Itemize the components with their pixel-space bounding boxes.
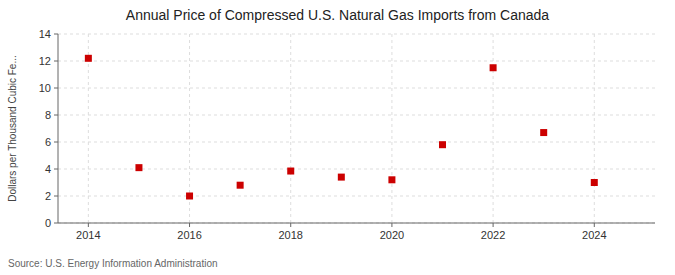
x-axis-line <box>58 223 655 224</box>
chart-container: 2014 2016 2018 2020 2022 2024 0 2 4 6 8 10 12 14 Dolla… <box>0 0 675 275</box>
point <box>237 182 244 189</box>
y-axis-label: Dollars per Thousand Cubic Fe... <box>7 55 18 202</box>
x-axis: 2014 2016 2018 2020 2022 2024 <box>76 223 606 241</box>
y-tick <box>54 34 58 35</box>
grid-line-x <box>594 34 595 223</box>
points <box>85 55 598 200</box>
y-tick <box>54 142 58 143</box>
y-tick <box>54 196 58 197</box>
chart: 2014 2016 2018 2020 2022 2024 0 2 4 6 8 10 12 14 Dolla… <box>0 0 675 275</box>
grid-line-y <box>58 88 655 89</box>
y-tick-label: 14 <box>39 28 51 40</box>
title: Annual Price of Compressed U.S. Natural … <box>126 7 550 23</box>
y-axis-line <box>58 34 59 223</box>
y-tick <box>54 61 58 62</box>
grid-line-x <box>290 34 291 223</box>
x-tick <box>391 223 392 227</box>
point <box>388 176 395 183</box>
y-tick <box>54 223 58 224</box>
x-tick <box>189 223 190 227</box>
grid-line-y <box>58 196 655 197</box>
point <box>338 174 345 181</box>
point <box>439 141 446 148</box>
grid-line-y <box>58 169 655 170</box>
grid-line-x <box>391 34 392 223</box>
point <box>135 164 142 171</box>
grid-line-x <box>88 34 89 223</box>
grid-line-y <box>58 142 655 143</box>
y-tick <box>54 115 58 116</box>
point <box>540 129 547 136</box>
x-tick-label: 2024 <box>582 229 606 241</box>
y-axis: 0 2 4 6 8 10 12 14 <box>39 28 58 229</box>
grid-line-y <box>58 61 655 62</box>
y-tick-label: 10 <box>39 82 51 94</box>
point <box>85 55 92 62</box>
grid-line-y <box>58 223 655 224</box>
x-tick <box>493 223 494 227</box>
y-tick <box>54 88 58 89</box>
point <box>186 193 193 200</box>
x-tick <box>594 223 595 227</box>
y-tick-label: 2 <box>45 190 51 202</box>
grid-line-y <box>58 34 655 35</box>
point <box>287 168 294 175</box>
x-tick-label: 2016 <box>177 229 201 241</box>
y-tick-label: 6 <box>45 136 51 148</box>
x-tick-label: 2014 <box>76 229 100 241</box>
y-tick <box>54 169 58 170</box>
x-tick <box>88 223 89 227</box>
x-tick-label: 2018 <box>278 229 302 241</box>
source-note: Source: U.S. Energy Information Administ… <box>8 258 218 269</box>
y-tick-label: 8 <box>45 109 51 121</box>
grid <box>58 34 655 223</box>
grid-line-x <box>493 34 494 223</box>
y-tick-label: 12 <box>39 55 51 67</box>
point <box>490 64 497 71</box>
x-tick-label: 2022 <box>481 229 505 241</box>
y-tick-label: 0 <box>45 217 51 229</box>
x-tick-label: 2020 <box>380 229 404 241</box>
x-tick <box>290 223 291 227</box>
grid-line-y <box>58 115 655 116</box>
y-tick-label: 4 <box>45 163 51 175</box>
point <box>591 179 598 186</box>
